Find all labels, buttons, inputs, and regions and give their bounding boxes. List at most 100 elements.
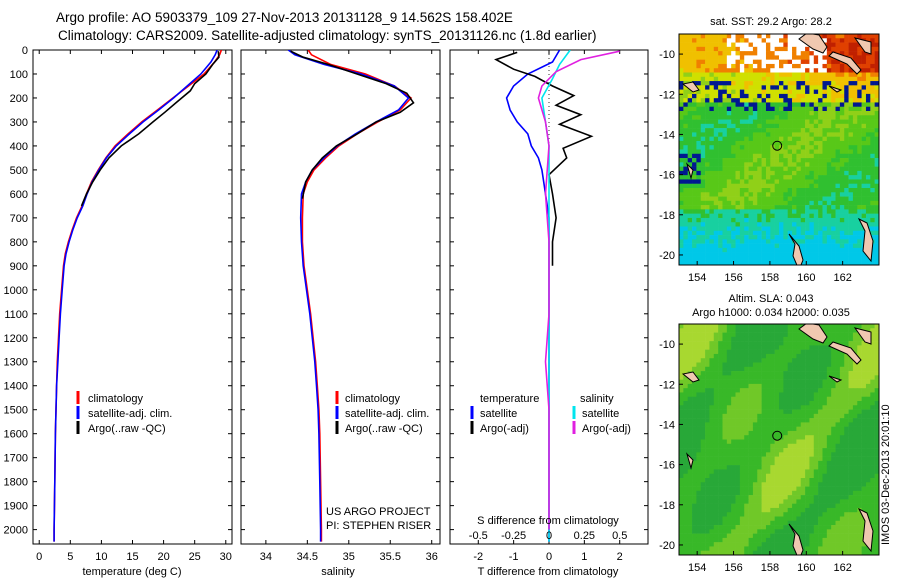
map-cell [805,336,810,342]
map-cell [861,192,867,197]
map-cell [852,162,858,167]
map-cell [700,76,706,82]
map-cell [861,520,867,526]
map-cell [835,486,841,492]
map-cell [839,401,845,406]
map-cell [848,499,854,504]
map-cell [739,460,745,466]
map-cell [813,516,819,522]
map-cell [861,375,867,380]
map-cell [839,72,845,78]
map-cell [752,51,758,56]
map-cell [805,188,810,193]
map-cell [796,38,802,43]
map-cell [779,153,784,159]
map-cell [696,38,702,43]
map-cell [779,503,784,509]
map-cell [800,336,806,342]
map-cell [757,38,762,43]
map-cell [683,179,688,185]
map-cell [865,205,871,210]
map-cell [692,34,697,39]
map-cell [805,76,810,82]
map-cell [683,465,688,470]
map-cell [852,149,858,155]
map-cell [713,34,719,39]
map-cell [700,81,706,86]
map-cell [692,217,697,223]
map-cell [696,482,702,487]
map-cell [683,520,688,526]
map-cell [835,205,841,210]
map-cell [696,469,702,475]
map-cell [739,55,745,60]
map-cell [731,336,736,342]
map-cell [792,465,797,470]
map-cell [687,482,693,487]
map-cell [813,371,819,376]
map-cell [805,443,810,449]
map-cell [765,170,771,176]
map-cell [805,375,810,380]
map-cell [757,170,762,176]
map-cell [765,38,771,43]
map-cell [748,495,754,500]
map-cell [818,371,823,376]
map-cell [809,443,815,449]
map-cell [796,383,802,389]
map-cell [739,98,745,103]
map-cell [709,324,715,329]
map-cell [726,460,732,466]
map-cell [835,366,841,372]
map-cell [765,430,771,436]
map-cell [857,192,862,197]
map-cell [839,426,845,432]
map-cell [774,183,780,189]
map-cell [779,362,784,368]
map-cell [726,111,732,116]
map-cell [852,456,858,462]
map-cell [765,256,771,262]
map-cell [770,478,775,483]
map-cell [792,366,797,372]
map-cell [770,89,775,95]
map-cell [857,401,862,406]
map-cell [783,149,788,155]
map-cell [774,478,780,483]
map-cell [735,132,741,137]
map-cell [752,256,758,262]
map-cell [770,336,775,342]
map-cell [683,136,688,142]
map-cell [709,525,715,530]
map-cell [865,115,871,120]
map-cell [679,345,684,350]
map-cell [696,226,702,232]
map-cell [848,85,854,90]
map-cell [787,413,793,419]
lon-tick-label: 156 [724,272,742,284]
map-cell [783,63,788,69]
map-cell [726,123,732,129]
map-cell [700,379,706,385]
map-cell [731,507,736,513]
pi-annotation: PI: STEPHEN RISER [326,520,431,532]
map-cell [726,81,732,86]
map-cell [865,179,871,185]
map-cell [874,106,879,112]
map-cell [787,486,793,492]
map-cell [705,140,710,146]
map-cell [779,209,784,214]
map-cell [687,379,693,385]
map-cell [826,456,832,462]
map-cell [787,422,793,427]
map-cell [852,371,858,376]
map-cell [813,93,819,99]
map-cell [835,456,841,462]
map-cell [705,188,710,193]
map-cell [713,93,719,99]
map-cell [692,205,697,210]
map-cell [800,439,806,445]
map-cell [700,209,706,214]
map-cell [826,409,832,415]
map-cell [683,230,688,236]
